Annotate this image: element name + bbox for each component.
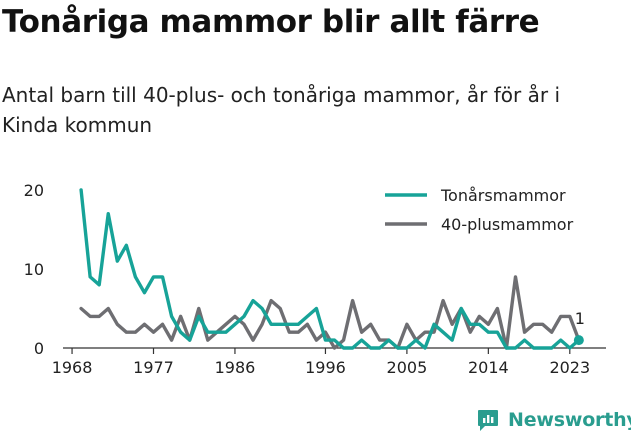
- brand-name: Newsworthy: [508, 409, 631, 431]
- series-lines: [79, 188, 581, 350]
- series-line-40-plusmammor: [79, 275, 581, 350]
- x-tick-label: 1977: [133, 358, 174, 377]
- y-tick-label: 20: [24, 181, 44, 200]
- x-tick-label: 1968: [52, 358, 93, 377]
- brand-logo: Newsworthy: [476, 408, 631, 432]
- end-value-label: 1: [575, 309, 585, 328]
- x-tick-label: 2023: [549, 358, 590, 377]
- y-axis-ticks: 20 10 0: [24, 181, 44, 358]
- chart-title: Tonåriga mammor blir allt färre: [2, 4, 540, 40]
- x-tick-label: 1996: [305, 358, 346, 377]
- legend: Tonårsmammor 40-plusmammor: [385, 186, 574, 234]
- x-tick-label: 2005: [387, 358, 428, 377]
- end-marker: 1: [573, 309, 585, 346]
- x-tick-label: 2014: [468, 358, 509, 377]
- end-point-marker: [573, 335, 584, 346]
- newsworthy-logo-icon: [478, 410, 498, 431]
- legend-label: Tonårsmammor: [440, 186, 566, 205]
- chart-subtitle: Antal barn till 40-plus- och tonåriga ma…: [2, 83, 561, 137]
- series-line-tonarsmammor: [79, 188, 581, 350]
- x-tick-label: 1986: [215, 358, 256, 377]
- legend-label: 40-plusmammor: [441, 215, 574, 234]
- y-tick-label: 0: [34, 339, 44, 358]
- x-axis-ticks: 1968 1977 1986 1996 2005 2014 2023: [52, 348, 590, 377]
- y-tick-label: 10: [24, 260, 44, 279]
